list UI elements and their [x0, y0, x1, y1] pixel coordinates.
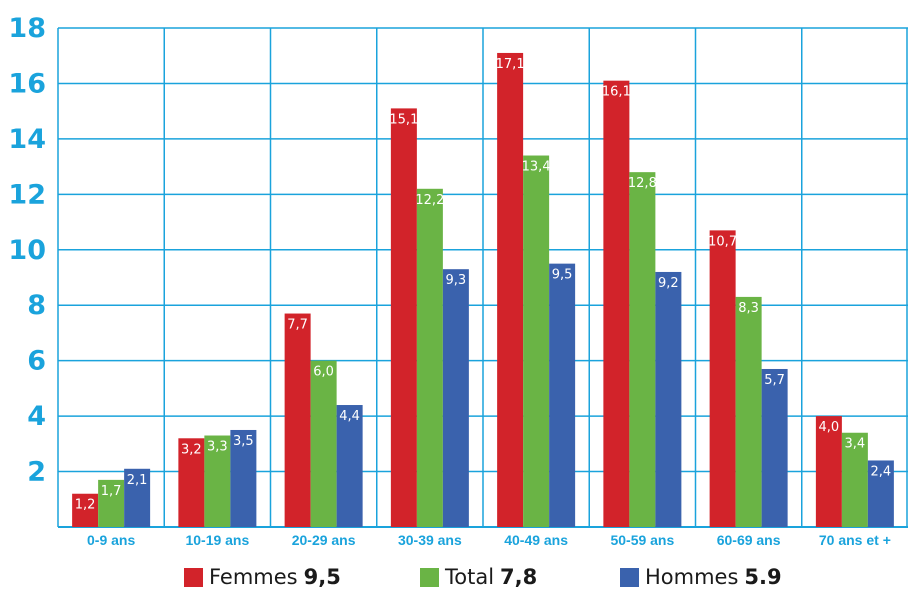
bar-total	[841, 432, 868, 527]
x-tick-label: 50-59 ans	[610, 532, 674, 548]
y-tick-label: 12	[8, 179, 46, 210]
legend-swatch-femmes	[184, 567, 203, 587]
data-label: 9,3	[446, 273, 467, 288]
bar-hommes	[230, 429, 257, 527]
legend-item-total: Total 7,8	[420, 565, 537, 589]
bar-femmes	[815, 416, 842, 527]
data-label: 15,1	[389, 112, 418, 127]
bar-hommes	[124, 468, 151, 527]
bar-femmes	[497, 52, 524, 527]
data-label: 4,0	[819, 420, 840, 435]
data-label: 13,4	[522, 160, 551, 175]
x-tick-label: 0-9 ans	[87, 532, 135, 548]
bar-hommes	[655, 271, 682, 527]
legend-total-total: 7,8	[500, 565, 538, 589]
bar-total	[629, 172, 656, 527]
x-tick-label: 20-29 ans	[292, 532, 356, 548]
y-tick-label: 2	[27, 457, 46, 488]
y-tick-label: 6	[27, 346, 46, 377]
data-label: 2,4	[871, 464, 892, 479]
x-tick-label: 30-39 ans	[398, 532, 462, 548]
data-label: 16,1	[602, 85, 631, 100]
x-tick-label: 60-69 ans	[717, 532, 781, 548]
data-label: 3,4	[845, 437, 866, 452]
data-label: 4,4	[339, 409, 360, 424]
bar-femmes	[390, 108, 417, 528]
legend-item-femmes: Femmes 9,5	[184, 565, 341, 589]
data-label: 6,0	[313, 365, 334, 380]
data-label: 1,7	[101, 484, 122, 499]
bar-hommes	[761, 368, 788, 527]
data-label: 7,7	[287, 318, 308, 333]
data-label: 9,5	[552, 268, 573, 283]
x-tick-label: 10-19 ans	[185, 532, 249, 548]
x-axis: 0-9 ans 10-19 ans 20-29 ans 30-39 ans 40-49 …	[87, 532, 891, 548]
legend-label-femmes: Femmes	[209, 565, 298, 589]
bar-hommes	[442, 269, 469, 527]
bar-femmes	[178, 438, 205, 527]
bar-femmes	[709, 230, 736, 527]
y-tick-label: 4	[27, 401, 46, 432]
bars: 1,2 1,7 2,1 3,2 3,3 3,5 7,7 6,0 4,4 15,1 12,2 9,3 17…	[72, 52, 894, 528]
bar-hommes	[336, 405, 363, 527]
y-tick-label: 10	[8, 235, 46, 266]
data-label: 8,3	[738, 301, 759, 316]
bar-femmes	[284, 313, 311, 527]
legend-total-femmes: 9,5	[303, 565, 341, 589]
legend-item-hommes: Hommes 5.9	[620, 565, 782, 589]
data-label: 3,5	[233, 434, 254, 449]
bar-femmes	[603, 80, 630, 527]
bar-hommes	[549, 263, 576, 527]
bar-total	[416, 188, 443, 528]
data-label: 1,2	[75, 498, 96, 513]
legend-swatch-total	[420, 567, 439, 587]
y-tick-label: 8	[27, 290, 46, 321]
x-tick-label: 70 ans et +	[819, 532, 891, 548]
bar-femmes	[72, 493, 99, 527]
data-label: 17,1	[496, 57, 525, 72]
legend-label-total: Total	[445, 565, 495, 589]
legend-label-hommes: Hommes	[645, 565, 739, 589]
data-label: 9,2	[658, 276, 679, 291]
data-label: 5,7	[764, 373, 785, 388]
legend-total-hommes: 5.9	[744, 565, 782, 589]
data-label: 3,2	[181, 442, 202, 457]
x-tick-label: 40-49 ans	[504, 532, 568, 548]
bar-total	[735, 296, 762, 527]
legend-swatch-hommes	[620, 567, 639, 587]
y-axis: 2 4 6 8 10 12 14 16 18	[8, 13, 46, 488]
data-label: 2,1	[127, 473, 148, 488]
bar-total	[523, 155, 550, 527]
y-tick-label: 18	[8, 13, 46, 44]
bar-hommes	[867, 460, 894, 527]
data-label: 12,8	[628, 176, 657, 191]
bar-total	[98, 479, 125, 527]
y-tick-label: 14	[8, 124, 46, 155]
bar-total	[310, 360, 337, 527]
data-label: 10,7	[708, 234, 737, 249]
legend: Femmes 9,5 Total 7,8 Hommes 5.9	[0, 565, 908, 589]
data-label: 3,3	[207, 440, 228, 455]
data-label: 12,2	[415, 193, 444, 208]
bar-total	[204, 435, 231, 527]
y-tick-label: 16	[8, 68, 46, 99]
